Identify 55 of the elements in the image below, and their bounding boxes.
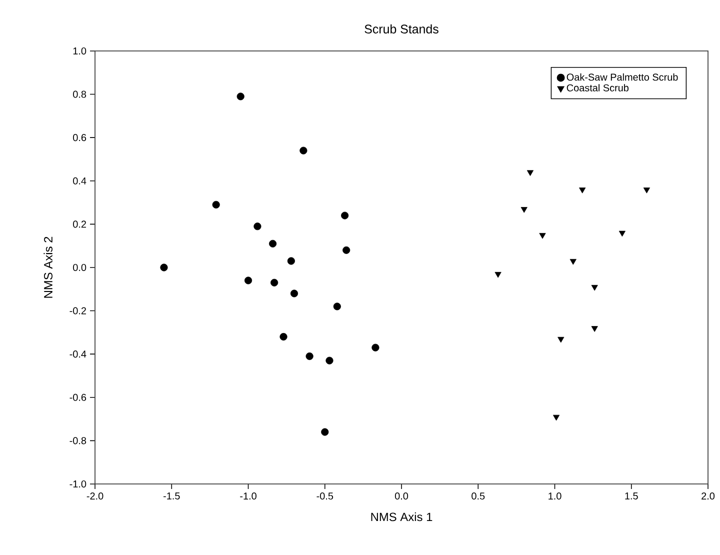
point [333,302,341,310]
y-tick-label: -0.2 [70,307,86,314]
x-tick-label: 2.0 [702,492,715,500]
point [270,278,278,286]
point [300,146,308,154]
y-tick-label: 0.8 [73,90,86,98]
x-tick-label: -1.0 [240,492,256,500]
y-tick-label: 1.0 [73,47,86,55]
y-axis-title: NMS Axis 2 [44,236,52,298]
point [326,356,334,364]
x-tick-label: -2.0 [86,492,104,500]
x-tick-label: 0.0 [394,492,408,500]
point [591,326,598,332]
point [341,212,349,220]
chart-title: Scrub Stands [364,24,438,34]
point [618,230,626,237]
x-tick-label: 1.0 [548,492,562,500]
point [570,258,576,265]
point [372,344,380,352]
y-tick-label: 0.0 [73,264,86,272]
point [212,200,220,208]
point [520,207,528,213]
x-tick-label: -0.5 [316,492,334,500]
point [287,257,295,265]
point [290,290,298,298]
point [591,284,598,291]
point [342,246,350,254]
point [160,264,168,272]
point [244,276,252,284]
y-tick-label: -1.0 [70,480,86,488]
y-tick-label: 0.6 [73,134,86,142]
point [280,332,288,341]
y-tick-label: -0.6 [70,394,86,401]
y-tick-label: 0.4 [73,177,86,184]
x-tick-label: 0.5 [472,492,485,500]
point [558,336,564,343]
x-tick-label: -1.5 [163,492,180,500]
point [643,188,650,194]
point [539,233,546,239]
point [552,414,560,421]
y-tick-label: -0.4 [70,350,86,358]
point [526,170,534,176]
legend-label: Coastal Scrub [566,84,629,92]
point [579,188,586,194]
point [321,428,329,436]
legend-label: Oak-Saw Palmetto Scrub [566,73,678,81]
point [306,352,314,360]
point [268,240,277,248]
point [494,272,502,278]
x-axis-title: NMS Axis 1 [371,512,432,522]
y-tick-label: -0.8 [70,437,86,444]
point [236,92,244,100]
x-tick-label: 1.5 [625,492,638,500]
point [254,222,262,230]
y-tick-label: 0.2 [73,220,86,228]
